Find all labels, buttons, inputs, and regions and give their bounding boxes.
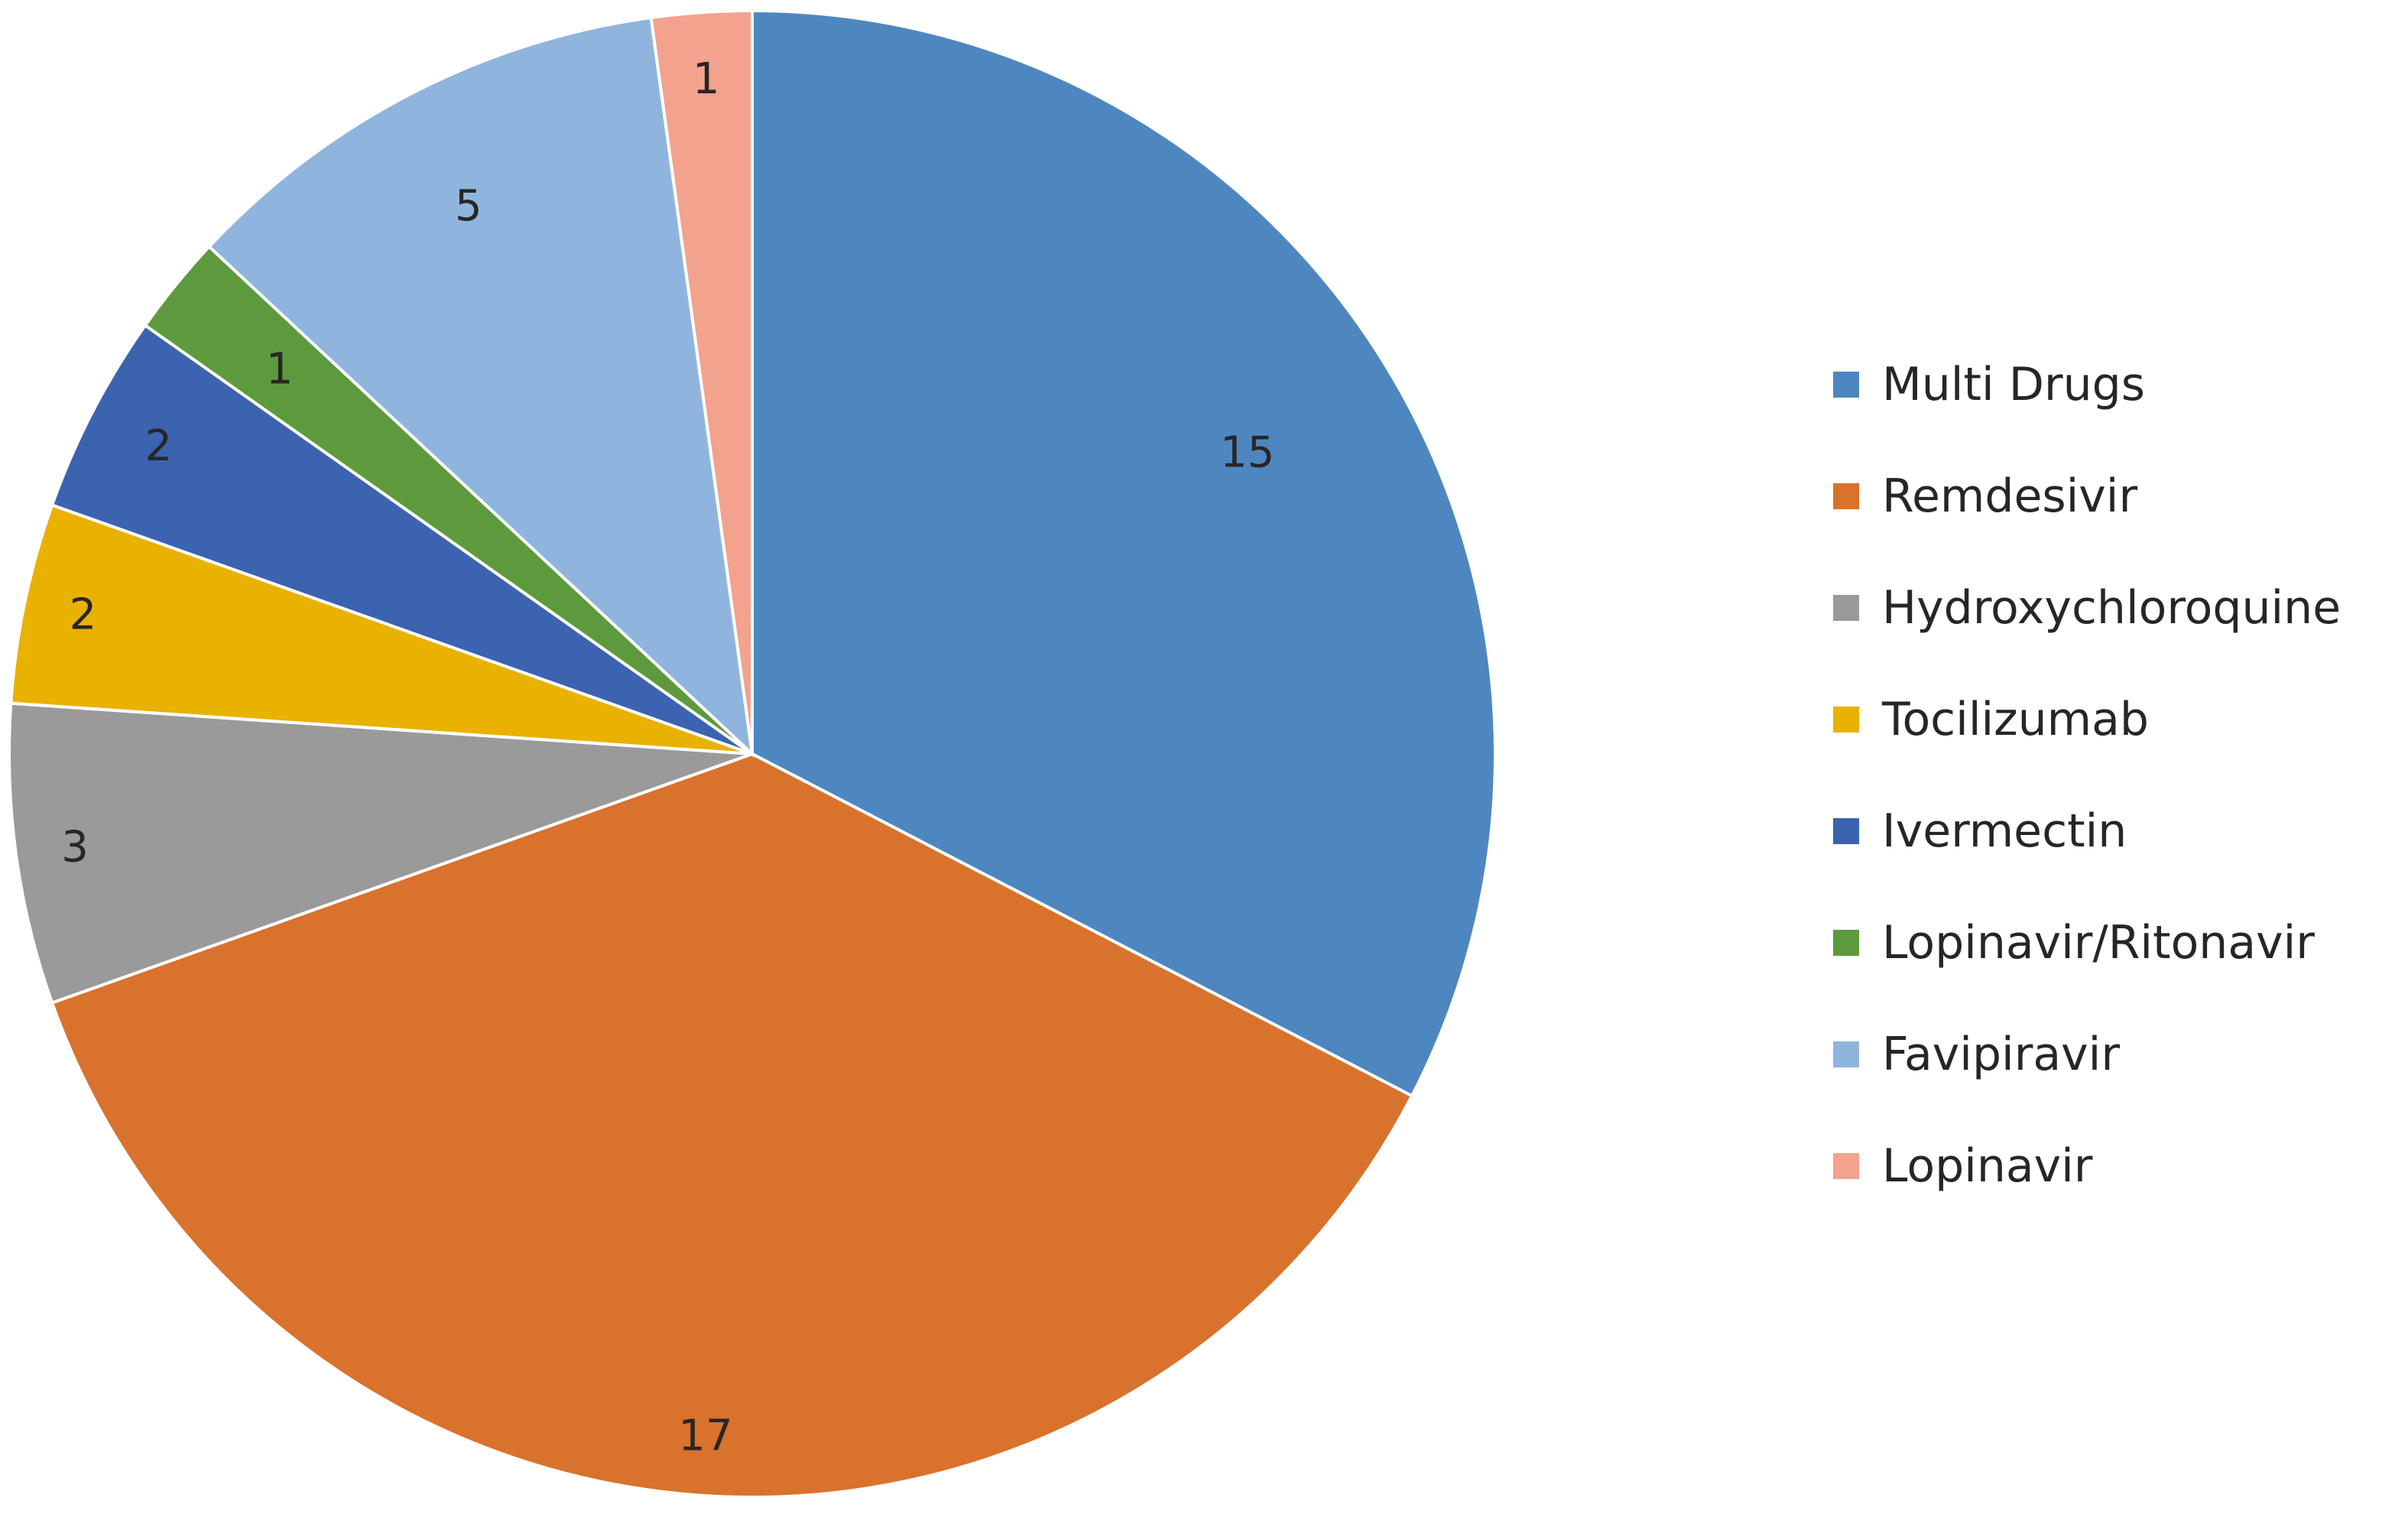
legend-swatch xyxy=(1833,1153,1859,1179)
data-label-favipiravir: 5 xyxy=(455,181,482,231)
legend-swatch xyxy=(1833,1041,1859,1067)
legend-label: Tocilizumab xyxy=(1882,693,2149,746)
pie-slices xyxy=(8,8,1497,1499)
pie-slice-tocilizumab xyxy=(9,502,753,755)
pie-slice-favipiravir xyxy=(206,15,755,759)
pie-slice-lopinavir xyxy=(649,8,754,755)
legend-item-favipiravir: Favipiravir xyxy=(1833,999,2341,1110)
legend-swatch xyxy=(1833,372,1859,398)
legend-item-hydroxychloroquine: Hydroxychloroquine xyxy=(1833,552,2341,664)
data-label-lopinavir: 1 xyxy=(693,54,720,104)
legend-item-lopinavir: Lopinavir xyxy=(1833,1110,2341,1222)
legend-item-multi-drugs: Multi Drugs xyxy=(1833,329,2341,440)
data-label-multi-drugs: 15 xyxy=(1220,428,1274,478)
pie-slice-multi-drugs xyxy=(751,8,1497,1098)
data-label-lopinavir-ritonavir: 1 xyxy=(266,344,294,394)
legend-swatch xyxy=(1833,483,1859,509)
data-label-ivermectin: 2 xyxy=(144,421,172,471)
legend-swatch xyxy=(1833,818,1859,844)
legend: Multi Drugs Remdesivir Hydroxychloroquine T… xyxy=(1833,329,2341,1222)
legend-swatch xyxy=(1833,595,1859,621)
data-label-tocilizumab: 2 xyxy=(70,590,97,640)
legend-label: Remdesivir xyxy=(1882,469,2138,523)
legend-item-remdesivir: Remdesivir xyxy=(1833,440,2341,552)
legend-item-ivermectin: Ivermectin xyxy=(1833,775,2341,887)
legend-swatch xyxy=(1833,930,1859,956)
legend-item-tocilizumab: Tocilizumab xyxy=(1833,664,2341,775)
legend-label: Lopinavir xyxy=(1882,1139,2093,1193)
pie-slice-ivermectin xyxy=(50,323,754,755)
legend-label: Favipiravir xyxy=(1882,1028,2120,1081)
legend-label: Lopinavir/Ritonavir xyxy=(1882,916,2315,970)
data-label-remdesivir: 17 xyxy=(678,1412,732,1461)
legend-label: Hydroxychloroquine xyxy=(1882,581,2341,635)
pie-slice-remdesivir xyxy=(50,752,1414,1499)
legend-label: Multi Drugs xyxy=(1882,358,2145,411)
legend-swatch xyxy=(1833,707,1859,733)
pie-slice-hydroxychloroquine xyxy=(8,701,753,1006)
legend-item-lopinavir-ritonavir: Lopinavir/Ritonavir xyxy=(1833,887,2341,999)
data-label-hydroxychloroquine: 3 xyxy=(61,822,89,872)
legend-label: Ivermectin xyxy=(1882,804,2127,858)
